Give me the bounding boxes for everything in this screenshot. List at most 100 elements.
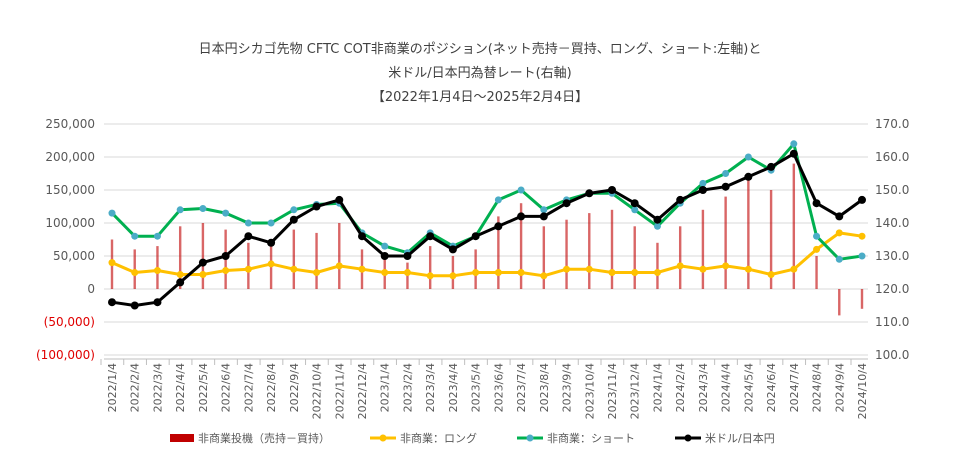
bar-net-position xyxy=(588,213,591,289)
legend-swatch-bar xyxy=(170,434,194,442)
series-point-2 xyxy=(222,209,230,217)
bar-net-position xyxy=(565,219,568,289)
right-axis-tick-label: 150.0 xyxy=(875,183,909,197)
series-point-2 xyxy=(244,219,252,227)
series-point-3 xyxy=(380,252,389,260)
series-point-1 xyxy=(222,267,230,275)
series-point-2 xyxy=(699,179,707,187)
series-point-2 xyxy=(131,232,139,240)
x-axis-tick-label: 2024/5/4 xyxy=(742,363,755,412)
series-point-2 xyxy=(790,140,798,148)
legend-label: 非商業：ロング xyxy=(400,432,477,445)
series-point-3 xyxy=(494,222,503,231)
series-point-1 xyxy=(335,262,343,270)
series-point-2 xyxy=(858,252,866,260)
series-point-3 xyxy=(244,232,253,241)
series-point-3 xyxy=(585,189,594,198)
series-point-3 xyxy=(176,278,185,287)
series-point-3 xyxy=(153,298,162,307)
series-point-1 xyxy=(131,269,139,276)
series-point-2 xyxy=(631,206,639,214)
x-axis-tick-label: 2024/2/4 xyxy=(674,363,687,412)
legend-item-long: 非商業：ロング xyxy=(370,430,477,446)
series-point-1 xyxy=(631,269,639,276)
series-point-1 xyxy=(722,262,730,270)
x-axis-tick-label: 2023/11/4 xyxy=(606,363,619,419)
bar-net-position xyxy=(269,246,273,289)
x-axis-tick-label: 2023/7/4 xyxy=(515,363,528,412)
series-line-3 xyxy=(111,152,863,307)
series-point-3 xyxy=(562,199,571,208)
series-point-3 xyxy=(721,182,730,191)
x-axis-tick-label: 2023/3/4 xyxy=(424,363,437,412)
bar-net-position xyxy=(724,196,727,289)
series-point-1 xyxy=(199,270,207,278)
x-axis-tick-label: 2023/5/4 xyxy=(470,363,483,412)
series-point-3 xyxy=(653,215,662,224)
series-point-3 xyxy=(608,186,616,194)
series-point-2 xyxy=(199,204,207,212)
series-point-3 xyxy=(267,238,276,247)
left-axis-tick-label: 0 xyxy=(87,282,95,296)
series-point-3 xyxy=(767,162,776,171)
series-point-1 xyxy=(153,267,161,275)
series-point-1 xyxy=(744,265,752,273)
legend-label: 非商業：ショート xyxy=(547,432,635,445)
series-point-3 xyxy=(812,199,821,208)
right-axis-tick-label: 130.0 xyxy=(875,249,909,263)
bar-net-position xyxy=(519,203,523,289)
series-point-1 xyxy=(699,265,707,273)
series-point-1 xyxy=(426,272,434,280)
bar-net-position xyxy=(315,232,318,289)
legend-item-short: 非商業：ショート xyxy=(517,430,635,446)
chart-title-line-2: 米ドル/日本円為替レート(右軸) xyxy=(388,66,572,81)
bar-net-position xyxy=(610,209,614,289)
x-axis-tick-label: 2022/10/4 xyxy=(311,363,324,419)
x-axis-tick-label: 2022/9/4 xyxy=(288,363,301,412)
series-point-2 xyxy=(494,196,502,204)
series-point-3 xyxy=(426,232,435,241)
x-axis-tick-label: 2022/1/4 xyxy=(106,363,119,412)
series-point-2 xyxy=(722,170,730,177)
right-axis-tick-label: 140.0 xyxy=(875,216,909,230)
legend-swatch-short xyxy=(517,434,543,442)
series-point-3 xyxy=(789,149,798,158)
bar-net-position xyxy=(178,226,182,289)
series-point-1 xyxy=(540,272,548,280)
series-point-1 xyxy=(176,270,184,278)
series-point-2 xyxy=(517,186,525,194)
bar-net-position xyxy=(201,223,205,289)
series-point-3 xyxy=(312,202,321,211)
series-point-1 xyxy=(563,265,571,273)
series-point-1 xyxy=(494,269,502,276)
left-axis-tick-label: 200,000 xyxy=(45,150,95,164)
series-point-1 xyxy=(767,270,775,278)
x-axis-tick-label: 2024/1/4 xyxy=(651,363,664,412)
series-point-2 xyxy=(540,206,548,214)
series-point-3 xyxy=(108,298,116,307)
x-axis-tick-label: 2023/6/4 xyxy=(492,363,505,412)
bar-net-position xyxy=(678,226,682,289)
series-point-1 xyxy=(472,269,480,276)
series-point-3 xyxy=(744,172,753,181)
series-point-2 xyxy=(653,222,661,230)
x-axis-tick-label: 2024/7/4 xyxy=(788,363,801,412)
left-axis-tick-label: (100,000) xyxy=(36,348,95,362)
series-point-3 xyxy=(676,195,685,204)
series-point-1 xyxy=(244,265,252,273)
bar-net-position xyxy=(633,226,636,289)
x-axis-tick-label: 2023/9/4 xyxy=(561,363,574,412)
series-point-2 xyxy=(153,232,161,240)
x-axis-tick-label: 2023/12/4 xyxy=(629,363,642,419)
left-axis-tick-label: 250,000 xyxy=(45,117,95,131)
series-line-2 xyxy=(110,142,863,261)
series-point-3 xyxy=(335,195,344,204)
bar-net-position xyxy=(338,223,341,289)
series-point-2 xyxy=(381,242,389,250)
x-axis-tick-label: 2023/2/4 xyxy=(401,363,414,412)
series-point-1 xyxy=(381,269,389,276)
x-axis-tick-label: 2022/2/4 xyxy=(129,363,142,412)
series-point-2 xyxy=(290,206,298,214)
series-point-1 xyxy=(608,269,616,276)
